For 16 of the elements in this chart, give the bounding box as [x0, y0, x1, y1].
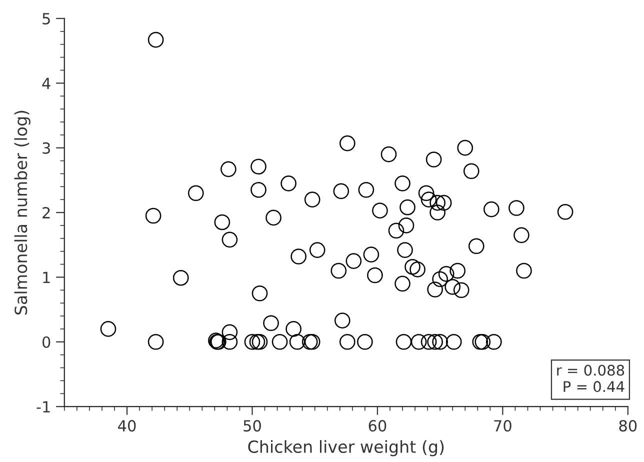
- y-axis-title: Salmonella number (log): [14, 110, 30, 315]
- y-tick-label: 5: [42, 13, 50, 24]
- annotation: P = 0.44: [564, 381, 624, 392]
- y-tick-label: 2: [42, 206, 50, 218]
- x-tick-label: 50: [244, 420, 261, 432]
- y-tick-label: -1: [36, 401, 50, 412]
- x-axis-title: Chicken liver weight (g): [248, 440, 444, 456]
- x-tick-label: 40: [118, 420, 136, 432]
- y-tick-label: 3: [42, 142, 50, 154]
- x-tick-label: 70: [494, 420, 512, 432]
- x-tick-label: 60: [368, 420, 386, 432]
- annotation: r = 0.088: [557, 364, 624, 376]
- y-tick-label: 0: [42, 336, 50, 348]
- y-tick-label: 4: [42, 78, 50, 89]
- y-tick-label: 1: [43, 272, 50, 284]
- x-tick-label: 80: [619, 420, 637, 432]
